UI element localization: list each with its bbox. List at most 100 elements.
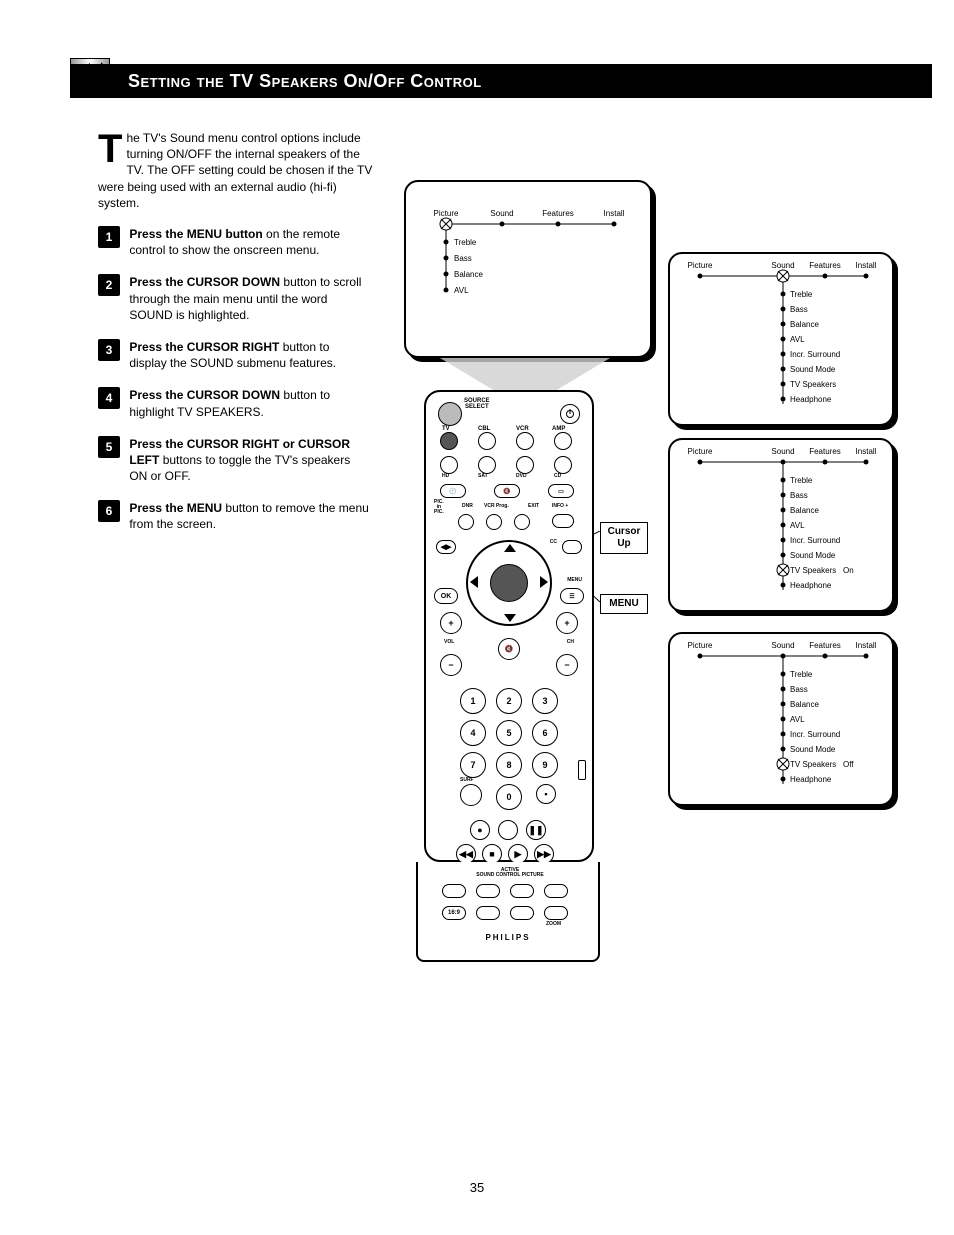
dot-button[interactable]: • [536,784,556,804]
steps-list: 1 Press the MENU button on the remote co… [98,226,378,549]
rewind-button[interactable]: ◀◀ [456,844,476,864]
foot-btn-1[interactable] [442,884,466,898]
cbl-button[interactable] [478,432,496,450]
num-8-button[interactable]: 8 [496,752,522,778]
side-switch[interactable] [578,760,586,780]
svg-text:Features: Features [809,447,841,456]
tv-button[interactable] [440,432,458,450]
svg-text:Install: Install [604,209,625,218]
svg-text:Sound: Sound [771,261,794,270]
mute-center-button[interactable]: 🔇 [498,638,520,660]
step-number: 4 [98,387,120,409]
vcr-prog-label: VCR Prog. [484,504,509,509]
callout-cursor-up: CursorUp [600,522,648,554]
num-5-button[interactable]: 5 [496,720,522,746]
ch-up-button[interactable]: + [556,612,578,634]
svg-text:Sound Mode: Sound Mode [790,365,836,374]
mute-button[interactable]: 🔇 [494,484,520,498]
svg-text:Install: Install [856,641,877,650]
vcr-prog-button[interactable] [486,514,502,530]
zoom-label: ZOOM [546,922,561,927]
intro-body: he TV's Sound menu control options inclu… [98,131,372,210]
info-button[interactable] [552,514,574,528]
source-select-label: SOURCESELECT [464,398,490,410]
svg-text:On: On [843,566,854,575]
ok-button[interactable]: OK [434,588,458,604]
tv-screen-sound-menu-2: Picture Sound Features Install Treble Ba… [668,438,894,612]
svg-text:TV Speakers: TV Speakers [790,380,836,389]
svg-text:Headphone: Headphone [790,775,832,784]
section-title-bar: Setting the TV Speakers On/Off Control [70,64,932,98]
record-button[interactable]: ● [470,820,490,840]
num-0-button[interactable]: 0 [496,784,522,810]
row2-label: SAT [478,474,488,479]
stop-button[interactable]: ■ [482,844,502,864]
tv-screen-sound-menu-1: Picture Sound Features Install Treble Ba… [668,252,894,426]
cc-label: CC [550,540,557,545]
step-number: 1 [98,226,120,248]
foot-btn-4[interactable] [544,884,568,898]
step-item: 4 Press the CURSOR DOWN button to highli… [98,387,378,419]
hd-button[interactable] [440,456,458,474]
power-button[interactable] [560,404,580,424]
dvd-button[interactable] [516,456,534,474]
cd-button[interactable] [554,456,572,474]
num-1-button[interactable]: 1 [460,688,486,714]
exit-button[interactable] [514,514,530,530]
foot-btn-5[interactable]: 16:9 [442,906,466,920]
vol-up-button[interactable]: + [440,612,462,634]
row1-label: CBL [478,426,490,432]
ch-down-button[interactable]: − [556,654,578,676]
cursor-down-icon[interactable] [504,614,516,622]
svg-text:Sound: Sound [490,209,513,218]
page-number: 35 [470,1180,484,1195]
sleep-button[interactable]: 🕐 [440,484,466,498]
num-4-button[interactable]: 4 [460,720,486,746]
sat-button[interactable] [478,456,496,474]
num-7-button[interactable]: 7 [460,752,486,778]
svg-text:Picture: Picture [688,447,713,456]
cc-button[interactable] [562,540,582,554]
pip-left-button[interactable]: ◀▶ [436,540,456,554]
cursor-left-icon[interactable] [470,576,478,588]
num-3-button[interactable]: 3 [532,688,558,714]
tv-screen-sound-menu-3: Picture Sound Features Install Treble Ba… [668,632,894,806]
amp-button[interactable] [554,432,572,450]
surf-button[interactable] [460,784,482,806]
svg-text:Picture: Picture [688,641,713,650]
vol-down-button[interactable]: − [440,654,462,676]
svg-text:TV Speakers: TV Speakers [790,760,836,769]
pic-in-pic-label: PIC.inPIC. [434,500,444,515]
format-button[interactable]: ▭ [548,484,574,498]
row2-label: HD [442,474,449,479]
foot-top-label: ACTIVESOUND CONTROL PICTURE [460,868,560,878]
fwd-button[interactable]: ▶▶ [534,844,554,864]
eject-button[interactable] [498,820,518,840]
pause-button[interactable]: ❚❚ [526,820,546,840]
cursor-center[interactable] [490,564,528,602]
vol-label: VOL [444,640,454,645]
num-2-button[interactable]: 2 [496,688,522,714]
svg-text:Off: Off [843,760,854,769]
foot-btn-8[interactable] [544,906,568,920]
cursor-right-icon[interactable] [540,576,548,588]
svg-text:Features: Features [542,209,574,218]
menu-button[interactable]: ☰ [560,588,584,604]
svg-text:Incr. Surround: Incr. Surround [790,730,840,739]
svg-text:Treble: Treble [790,670,813,679]
vcr-button[interactable] [516,432,534,450]
num-6-button[interactable]: 6 [532,720,558,746]
foot-btn-3[interactable] [510,884,534,898]
svg-text:TV Speakers: TV Speakers [790,566,836,575]
svg-text:Balance: Balance [454,270,483,279]
callout-menu: MENU [600,594,648,614]
num-9-button[interactable]: 9 [532,752,558,778]
dnr-button[interactable] [458,514,474,530]
foot-btn-2[interactable] [476,884,500,898]
source-select-button[interactable] [438,402,462,426]
row2-label: CD [554,474,561,479]
play-button[interactable]: ▶ [508,844,528,864]
foot-btn-6[interactable] [476,906,500,920]
foot-btn-7[interactable] [510,906,534,920]
cursor-up-icon[interactable] [504,544,516,552]
